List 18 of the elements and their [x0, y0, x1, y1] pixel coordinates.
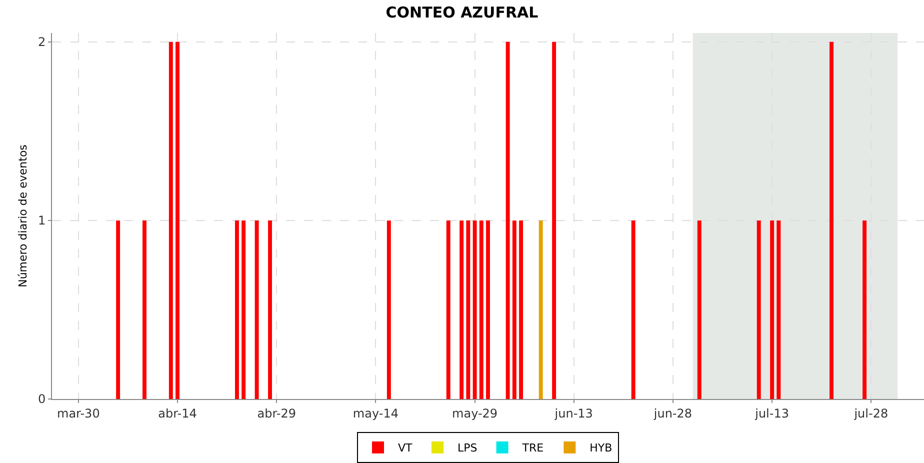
- x-tick-label: mar-30: [57, 406, 100, 420]
- x-tick-label: jun-13: [554, 406, 593, 420]
- x-tick-label: abr-14: [158, 406, 197, 420]
- legend-label: TRE: [521, 442, 544, 455]
- x-tick-label: may-14: [352, 406, 398, 420]
- legend-label: LPS: [458, 442, 478, 455]
- x-tick-label: jun-28: [652, 406, 692, 420]
- y-tick-label: 0: [38, 392, 46, 406]
- legend-label: VT: [398, 442, 413, 455]
- y-tick-label: 1: [38, 214, 46, 228]
- y-tick-label: 2: [38, 35, 46, 50]
- legend-label: HYB: [590, 442, 612, 455]
- chart-title: CONTEO AZUFRAL: [386, 3, 539, 22]
- x-tick-label: abr-29: [257, 406, 296, 420]
- x-tick-label: may-29: [452, 406, 498, 420]
- x-tick-label: jul-28: [853, 406, 888, 420]
- y-axis-title: Número diario de eventos: [16, 144, 30, 288]
- x-tick-label: jul-13: [754, 406, 789, 420]
